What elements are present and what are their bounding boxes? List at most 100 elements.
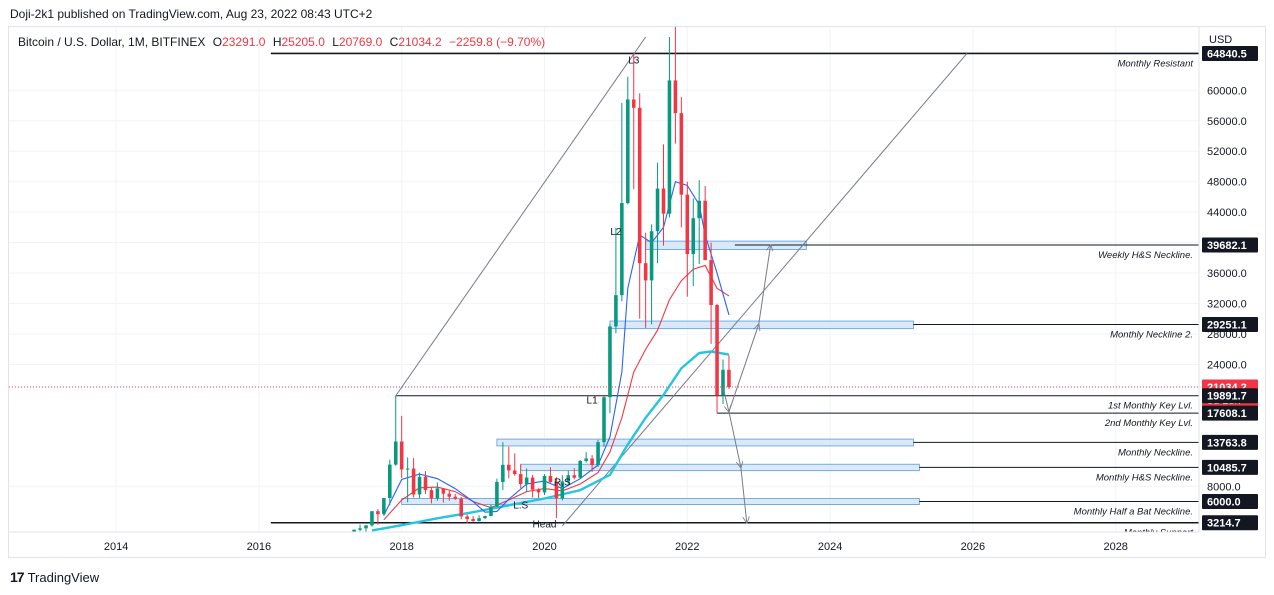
candle-body <box>393 441 398 465</box>
candle <box>471 516 475 522</box>
candle <box>417 472 422 499</box>
candle-body <box>524 477 529 485</box>
price-badge-text: 64840.5 <box>1207 48 1247 60</box>
candle-body <box>388 464 392 499</box>
y-tick-label: 60000.0 <box>1207 85 1247 97</box>
candle <box>507 446 511 479</box>
candle-body <box>608 326 612 398</box>
candle-body <box>643 263 648 281</box>
currency-label: USD <box>1209 34 1232 46</box>
price-badge-text: 13763.8 <box>1207 437 1247 449</box>
chart-svg[interactable]: Monthly Resistant Weekly H&S Neckline. Mon… <box>9 27 1266 558</box>
candle-body <box>697 200 701 219</box>
pattern-label: L1 <box>587 395 599 406</box>
projections <box>722 245 771 523</box>
open-label: O <box>212 35 223 49</box>
candle <box>393 395 398 466</box>
candle <box>399 415 404 478</box>
candle <box>596 439 600 467</box>
candle-body <box>358 528 362 530</box>
level-label: Monthly H&S Neckline. <box>1096 472 1193 483</box>
candle-body <box>721 369 725 396</box>
x-tick-label: 2024 <box>818 541 842 553</box>
candle <box>614 227 618 334</box>
candle-body <box>620 203 624 296</box>
candle <box>518 464 523 489</box>
candle-body <box>709 260 713 306</box>
level-label: Monthly Neckline. <box>1118 447 1193 458</box>
candle <box>501 442 505 491</box>
candle-body <box>685 194 690 255</box>
price-badge <box>1202 459 1258 475</box>
candle-body <box>590 458 594 466</box>
candle-body <box>364 525 368 529</box>
candle <box>411 458 416 498</box>
price-badge-text: 39682.1 <box>1207 240 1247 252</box>
tradingview-footer[interactable]: ⁠17 TradingView <box>10 569 99 585</box>
candle-body <box>382 498 386 515</box>
candle <box>423 471 428 494</box>
pattern-label: Head <box>533 519 557 530</box>
high-value: 25205.0 <box>281 35 325 49</box>
candle <box>370 511 374 527</box>
candle <box>643 232 648 328</box>
candle <box>631 53 636 190</box>
diagonal-lines <box>395 36 968 527</box>
candle <box>358 524 362 532</box>
candle-body <box>518 474 523 485</box>
level-label: 1st Monthly Key Lvl. <box>1108 401 1193 412</box>
candle-body <box>376 511 380 515</box>
price-badge-text: 6000.0 <box>1207 497 1241 509</box>
price-badge <box>1202 388 1258 404</box>
candle-body <box>614 295 618 327</box>
candle <box>673 27 678 144</box>
candle <box>697 180 701 264</box>
projection-arrow <box>722 387 729 411</box>
pattern-label: L3 <box>628 56 640 67</box>
candle-body <box>679 113 684 195</box>
candle-body <box>673 80 678 114</box>
y-tick-label: 24000.0 <box>1207 359 1247 371</box>
level-label: Monthly Resistant <box>1117 58 1193 69</box>
candle <box>388 459 392 506</box>
symbol-name[interactable]: Bitcoin / U.S. Dollar, 1M, BITFINEX <box>18 35 206 49</box>
zone-box <box>609 320 914 330</box>
candle <box>679 97 684 228</box>
candle-body <box>495 481 499 507</box>
candle <box>453 493 458 501</box>
candle-body <box>691 218 696 255</box>
price-badge-text: 10485.7 <box>1207 462 1247 474</box>
candle-body <box>655 188 660 232</box>
candle <box>584 452 588 463</box>
candle-body <box>429 490 434 499</box>
price-badge <box>1202 45 1258 61</box>
candle <box>512 453 517 476</box>
candle-body <box>542 476 547 493</box>
x-tick-label: 2022 <box>675 541 699 553</box>
candle <box>405 457 410 503</box>
candle-body <box>417 476 422 495</box>
candle <box>548 467 553 483</box>
candle <box>536 488 541 499</box>
price-badge <box>1202 316 1258 332</box>
projection-arrow <box>758 245 771 325</box>
candle <box>495 478 499 507</box>
tradingview-brand: TradingView <box>27 569 100 585</box>
price-badge <box>1202 515 1258 531</box>
candle <box>435 482 440 501</box>
zone-box <box>496 438 914 447</box>
chart-pane[interactable]: Monthly Resistant Weekly H&S Neckline. Mon… <box>8 26 1266 558</box>
candle <box>477 515 481 522</box>
candle <box>489 504 493 517</box>
candle-body <box>483 516 487 519</box>
candle <box>566 470 571 486</box>
candle-body <box>507 464 511 471</box>
candle-body <box>423 476 428 491</box>
candle-body <box>465 516 469 520</box>
pattern-label: R.S <box>554 478 571 489</box>
publisher-line: Doji-2k1 published on TradingView.com, A… <box>10 7 373 21</box>
candle <box>459 496 463 520</box>
candle <box>560 475 565 501</box>
y-tick-label: 48000.0 <box>1207 177 1247 189</box>
level-label: Monthly Neckline 2. <box>1110 329 1193 340</box>
